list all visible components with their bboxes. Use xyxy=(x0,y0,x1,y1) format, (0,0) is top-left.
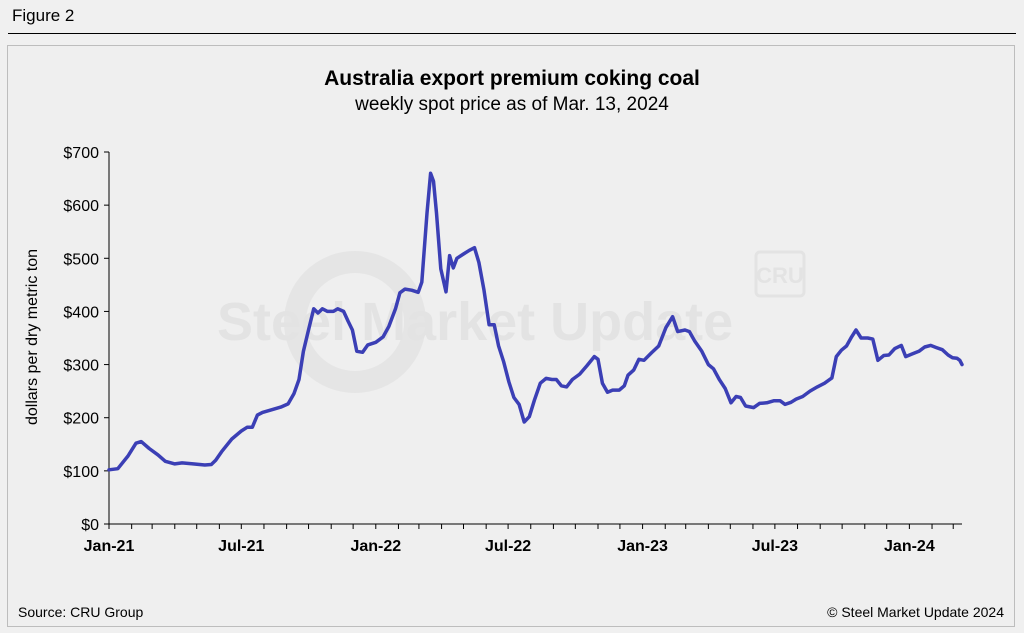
x-tick-label: Jan-23 xyxy=(617,538,668,555)
y-tick-label: $600 xyxy=(63,198,99,215)
x-tick-label: Jan-21 xyxy=(84,538,135,555)
x-tick-label: Jul-22 xyxy=(485,538,531,555)
series-group xyxy=(107,171,964,472)
chart-panel xyxy=(7,45,1015,627)
y-tick-label: $400 xyxy=(63,304,99,321)
chart-title: Australia export premium coking coal xyxy=(324,67,700,90)
watermark-badge xyxy=(754,250,806,298)
axes: $0 $100 $200 $300 $400 $500 $600 $700 Jan-21 Jul-… xyxy=(63,145,962,555)
source-note: Source: CRU Group xyxy=(18,604,143,620)
watermark-text: Steel Market Update xyxy=(217,292,733,352)
y-axis-label: dollars per dry metric ton xyxy=(24,249,41,425)
watermark-swoosh xyxy=(284,251,426,393)
series-line-price xyxy=(107,171,964,472)
copyright-note: © Steel Market Update 2024 xyxy=(827,604,1004,620)
y-tick-label: $200 xyxy=(63,411,99,428)
x-tick-label: Jan-24 xyxy=(884,538,935,555)
watermark-badge-text: CRU xyxy=(756,263,804,288)
y-tick-label: $0 xyxy=(81,517,99,534)
y-tick-label: $300 xyxy=(63,358,99,375)
figure-label: Figure 2 xyxy=(12,6,75,25)
watermark: Steel Market Update CRU xyxy=(217,250,806,393)
x-tick-label: Jul-23 xyxy=(752,538,798,555)
y-tick-label: $700 xyxy=(63,145,99,162)
y-tick-label: $500 xyxy=(63,251,99,268)
y-tick-label: $100 xyxy=(63,464,99,481)
top-rule xyxy=(8,33,1016,34)
x-tick-label: Jan-22 xyxy=(350,538,401,555)
x-tick-label: Jul-21 xyxy=(218,538,264,555)
chart-subtitle: weekly spot price as of Mar. 13, 2024 xyxy=(354,94,669,115)
